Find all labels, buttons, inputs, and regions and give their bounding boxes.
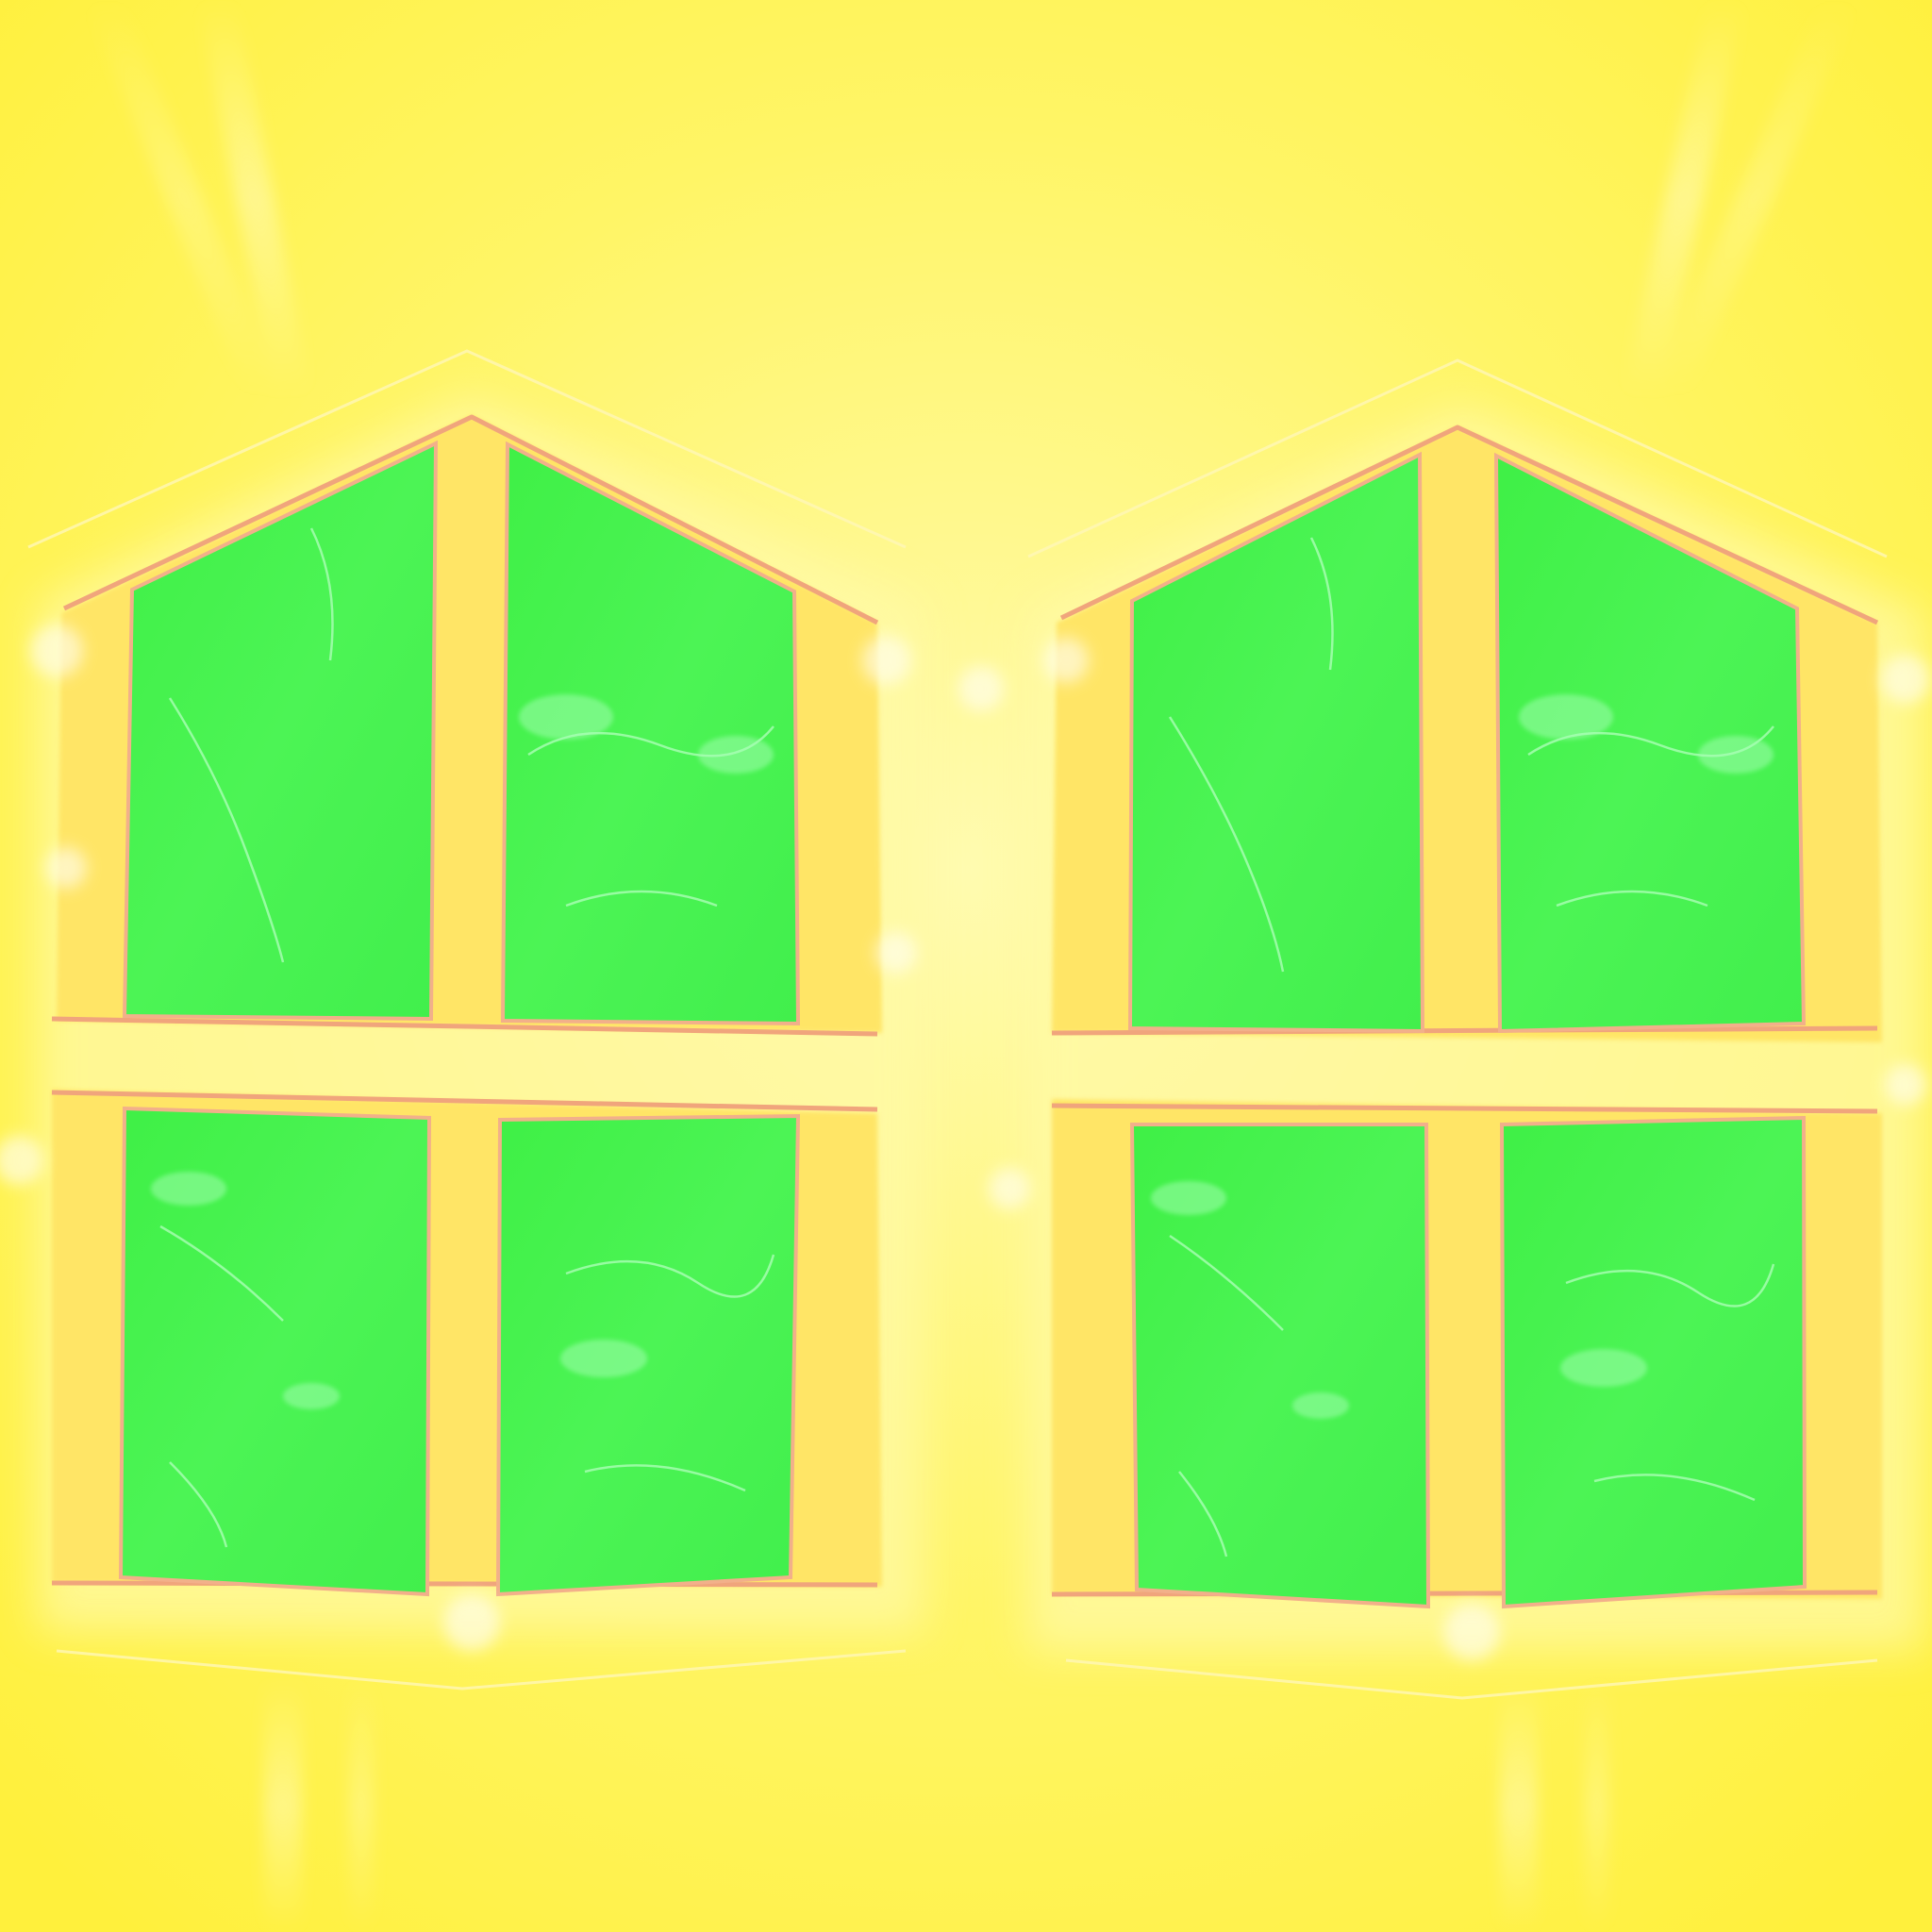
right-window-pane-upper-right [1493, 452, 1807, 1034]
right-window-pane-lower-left [1129, 1123, 1431, 1609]
left-window-pane-lower-right [495, 1113, 801, 1597]
light-beams [85, 0, 1858, 1932]
right-window-texture [1168, 537, 1775, 1557]
right-window [1051, 425, 1882, 1609]
right-window-pane-upper-left [1127, 451, 1425, 1034]
left-window-frost-patches [151, 694, 774, 1409]
left-window-pane-lower-left [118, 1106, 432, 1597]
left-window-pane-upper-left [122, 440, 439, 1022]
outer-outlines [27, 349, 1888, 1700]
left-window-pane-upper-right [500, 441, 801, 1026]
right-window-frost-patches [1151, 694, 1774, 1419]
frame-sparkles [0, 625, 1930, 1660]
right-window-pane-lower-right [1499, 1115, 1807, 1609]
left-window [51, 414, 882, 1597]
left-window-frame [51, 414, 879, 1588]
